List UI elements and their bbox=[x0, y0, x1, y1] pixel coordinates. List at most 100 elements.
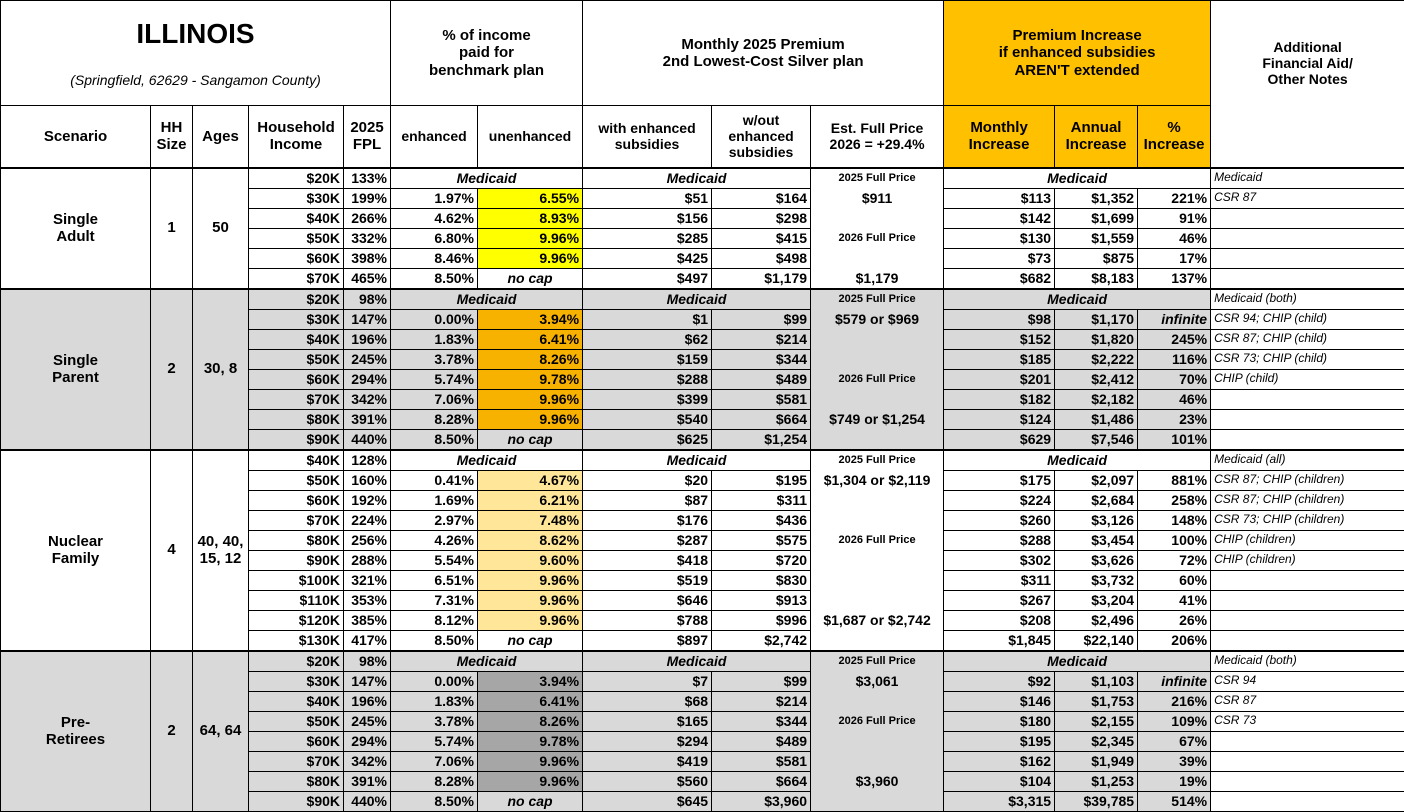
pct-increase: 91% bbox=[1138, 208, 1211, 228]
monthly-increase: $98 bbox=[944, 309, 1055, 329]
full-price bbox=[811, 751, 944, 771]
title-cell: ILLINOIS (Springfield, 62629 - Sangamon … bbox=[1, 1, 391, 106]
unenhanced-pct: no cap bbox=[478, 630, 583, 651]
increase-medicaid: Medicaid bbox=[944, 651, 1211, 672]
fpl: 199% bbox=[344, 188, 391, 208]
scenario: Pre- Retirees bbox=[1, 651, 151, 812]
table-header: ILLINOIS (Springfield, 62629 - Sangamon … bbox=[1, 1, 1404, 168]
annual-increase: $3,732 bbox=[1055, 570, 1138, 590]
monthly-increase: $302 bbox=[944, 550, 1055, 570]
income: $70K bbox=[249, 268, 344, 289]
note: CSR 87; CHIP (children) bbox=[1211, 470, 1404, 490]
pct-increase: 258% bbox=[1138, 490, 1211, 510]
pct-increase: 60% bbox=[1138, 570, 1211, 590]
full-price bbox=[811, 791, 944, 811]
unenhanced-pct: 4.67% bbox=[478, 470, 583, 490]
annual-increase: $8,183 bbox=[1055, 268, 1138, 289]
unenhanced-pct: 9.96% bbox=[478, 771, 583, 791]
full-price: 2025 Full Price bbox=[811, 289, 944, 310]
group-header: % of income paid for benchmark plan bbox=[391, 1, 583, 106]
annual-increase: $2,222 bbox=[1055, 349, 1138, 369]
monthly-increase: $311 bbox=[944, 570, 1055, 590]
column-header: Est. Full Price 2026 = +29.4% bbox=[811, 106, 944, 168]
premium-without: $581 bbox=[712, 751, 811, 771]
full-price: $911 bbox=[811, 188, 944, 208]
note bbox=[1211, 248, 1404, 268]
income: $30K bbox=[249, 188, 344, 208]
unenhanced-pct: 9.78% bbox=[478, 369, 583, 389]
enhanced-pct: 3.78% bbox=[391, 711, 478, 731]
hh-size: 2 bbox=[151, 651, 193, 812]
enhanced-pct: 8.28% bbox=[391, 771, 478, 791]
monthly-increase: $73 bbox=[944, 248, 1055, 268]
premium-with: $540 bbox=[583, 409, 712, 429]
monthly-increase: $113 bbox=[944, 188, 1055, 208]
premium-without: $344 bbox=[712, 711, 811, 731]
income: $40K bbox=[249, 329, 344, 349]
income: $90K bbox=[249, 550, 344, 570]
full-price bbox=[811, 570, 944, 590]
premium-with: $285 bbox=[583, 228, 712, 248]
enhanced-pct: 5.54% bbox=[391, 550, 478, 570]
note bbox=[1211, 630, 1404, 651]
enhanced-pct: 7.31% bbox=[391, 590, 478, 610]
pct-increase: 23% bbox=[1138, 409, 1211, 429]
full-price bbox=[811, 490, 944, 510]
fpl: 133% bbox=[344, 168, 391, 189]
note: CSR 87; CHIP (child) bbox=[1211, 329, 1404, 349]
annual-increase: $1,949 bbox=[1055, 751, 1138, 771]
income: $60K bbox=[249, 490, 344, 510]
monthly-increase: $260 bbox=[944, 510, 1055, 530]
fpl: 465% bbox=[344, 268, 391, 289]
enhanced-pct: 2.97% bbox=[391, 510, 478, 530]
annual-increase: $1,253 bbox=[1055, 771, 1138, 791]
fpl: 98% bbox=[344, 289, 391, 310]
full-price: 2026 Full Price bbox=[811, 530, 944, 550]
annual-increase: $2,097 bbox=[1055, 470, 1138, 490]
benchmark-medicaid: Medicaid bbox=[391, 450, 583, 471]
enhanced-pct: 5.74% bbox=[391, 369, 478, 389]
full-price: $3,061 bbox=[811, 671, 944, 691]
enhanced-pct: 8.28% bbox=[391, 409, 478, 429]
monthly-increase: $208 bbox=[944, 610, 1055, 630]
enhanced-pct: 0.41% bbox=[391, 470, 478, 490]
note: CSR 73; CHIP (children) bbox=[1211, 510, 1404, 530]
unenhanced-pct: 9.96% bbox=[478, 248, 583, 268]
pct-increase: 46% bbox=[1138, 228, 1211, 248]
income: $100K bbox=[249, 570, 344, 590]
annual-increase: $1,170 bbox=[1055, 309, 1138, 329]
premium-without: $415 bbox=[712, 228, 811, 248]
annual-increase: $1,486 bbox=[1055, 409, 1138, 429]
fpl: 398% bbox=[344, 248, 391, 268]
premium-with: $399 bbox=[583, 389, 712, 409]
pct-increase: 46% bbox=[1138, 389, 1211, 409]
full-price: 2025 Full Price bbox=[811, 168, 944, 189]
ages: 50 bbox=[193, 168, 249, 289]
note: CSR 87; CHIP (children) bbox=[1211, 490, 1404, 510]
premium-medicaid: Medicaid bbox=[583, 289, 811, 310]
column-header: Monthly Increase bbox=[944, 106, 1055, 168]
premium-with: $519 bbox=[583, 570, 712, 590]
column-header: Annual Increase bbox=[1055, 106, 1138, 168]
ages: 30, 8 bbox=[193, 289, 249, 450]
premium-with: $294 bbox=[583, 731, 712, 751]
premium-without: $214 bbox=[712, 329, 811, 349]
premium-without: $664 bbox=[712, 409, 811, 429]
income: $110K bbox=[249, 590, 344, 610]
full-price: 2025 Full Price bbox=[811, 651, 944, 672]
income: $50K bbox=[249, 228, 344, 248]
fpl: 196% bbox=[344, 691, 391, 711]
full-price bbox=[811, 389, 944, 409]
unenhanced-pct: 8.62% bbox=[478, 530, 583, 550]
income: $30K bbox=[249, 309, 344, 329]
annual-increase: $2,182 bbox=[1055, 389, 1138, 409]
premium-without: $664 bbox=[712, 771, 811, 791]
premium-without: $1,254 bbox=[712, 429, 811, 450]
unenhanced-pct: 9.96% bbox=[478, 409, 583, 429]
pct-increase: 109% bbox=[1138, 711, 1211, 731]
note bbox=[1211, 429, 1404, 450]
enhanced-pct: 8.12% bbox=[391, 610, 478, 630]
fpl: 192% bbox=[344, 490, 391, 510]
